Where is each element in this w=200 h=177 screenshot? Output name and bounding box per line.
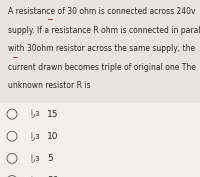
Text: with 30ohm resistor across the same supply, the: with 30ohm resistor across the same supp… — [8, 44, 195, 53]
Text: A resistance of 30 ohm is connected across 240v: A resistance of 30 ohm is connected acro… — [8, 7, 196, 16]
Text: current drawn becomes triple of original one The: current drawn becomes triple of original… — [8, 63, 196, 72]
Text: أر3: أر3 — [31, 110, 41, 118]
Text: أر3: أر3 — [31, 154, 41, 163]
Text: 30: 30 — [47, 176, 58, 177]
Text: 5: 5 — [47, 154, 53, 163]
Text: supply. If a resistance R ohm is connected in parallel: supply. If a resistance R ohm is connect… — [8, 26, 200, 35]
FancyBboxPatch shape — [0, 0, 200, 103]
Text: 15: 15 — [47, 110, 58, 119]
Text: 10: 10 — [47, 132, 58, 141]
Text: أر3: أر3 — [31, 176, 41, 177]
Text: أر3: أر3 — [31, 132, 41, 141]
Text: unknown resistor R is: unknown resistor R is — [8, 81, 91, 90]
